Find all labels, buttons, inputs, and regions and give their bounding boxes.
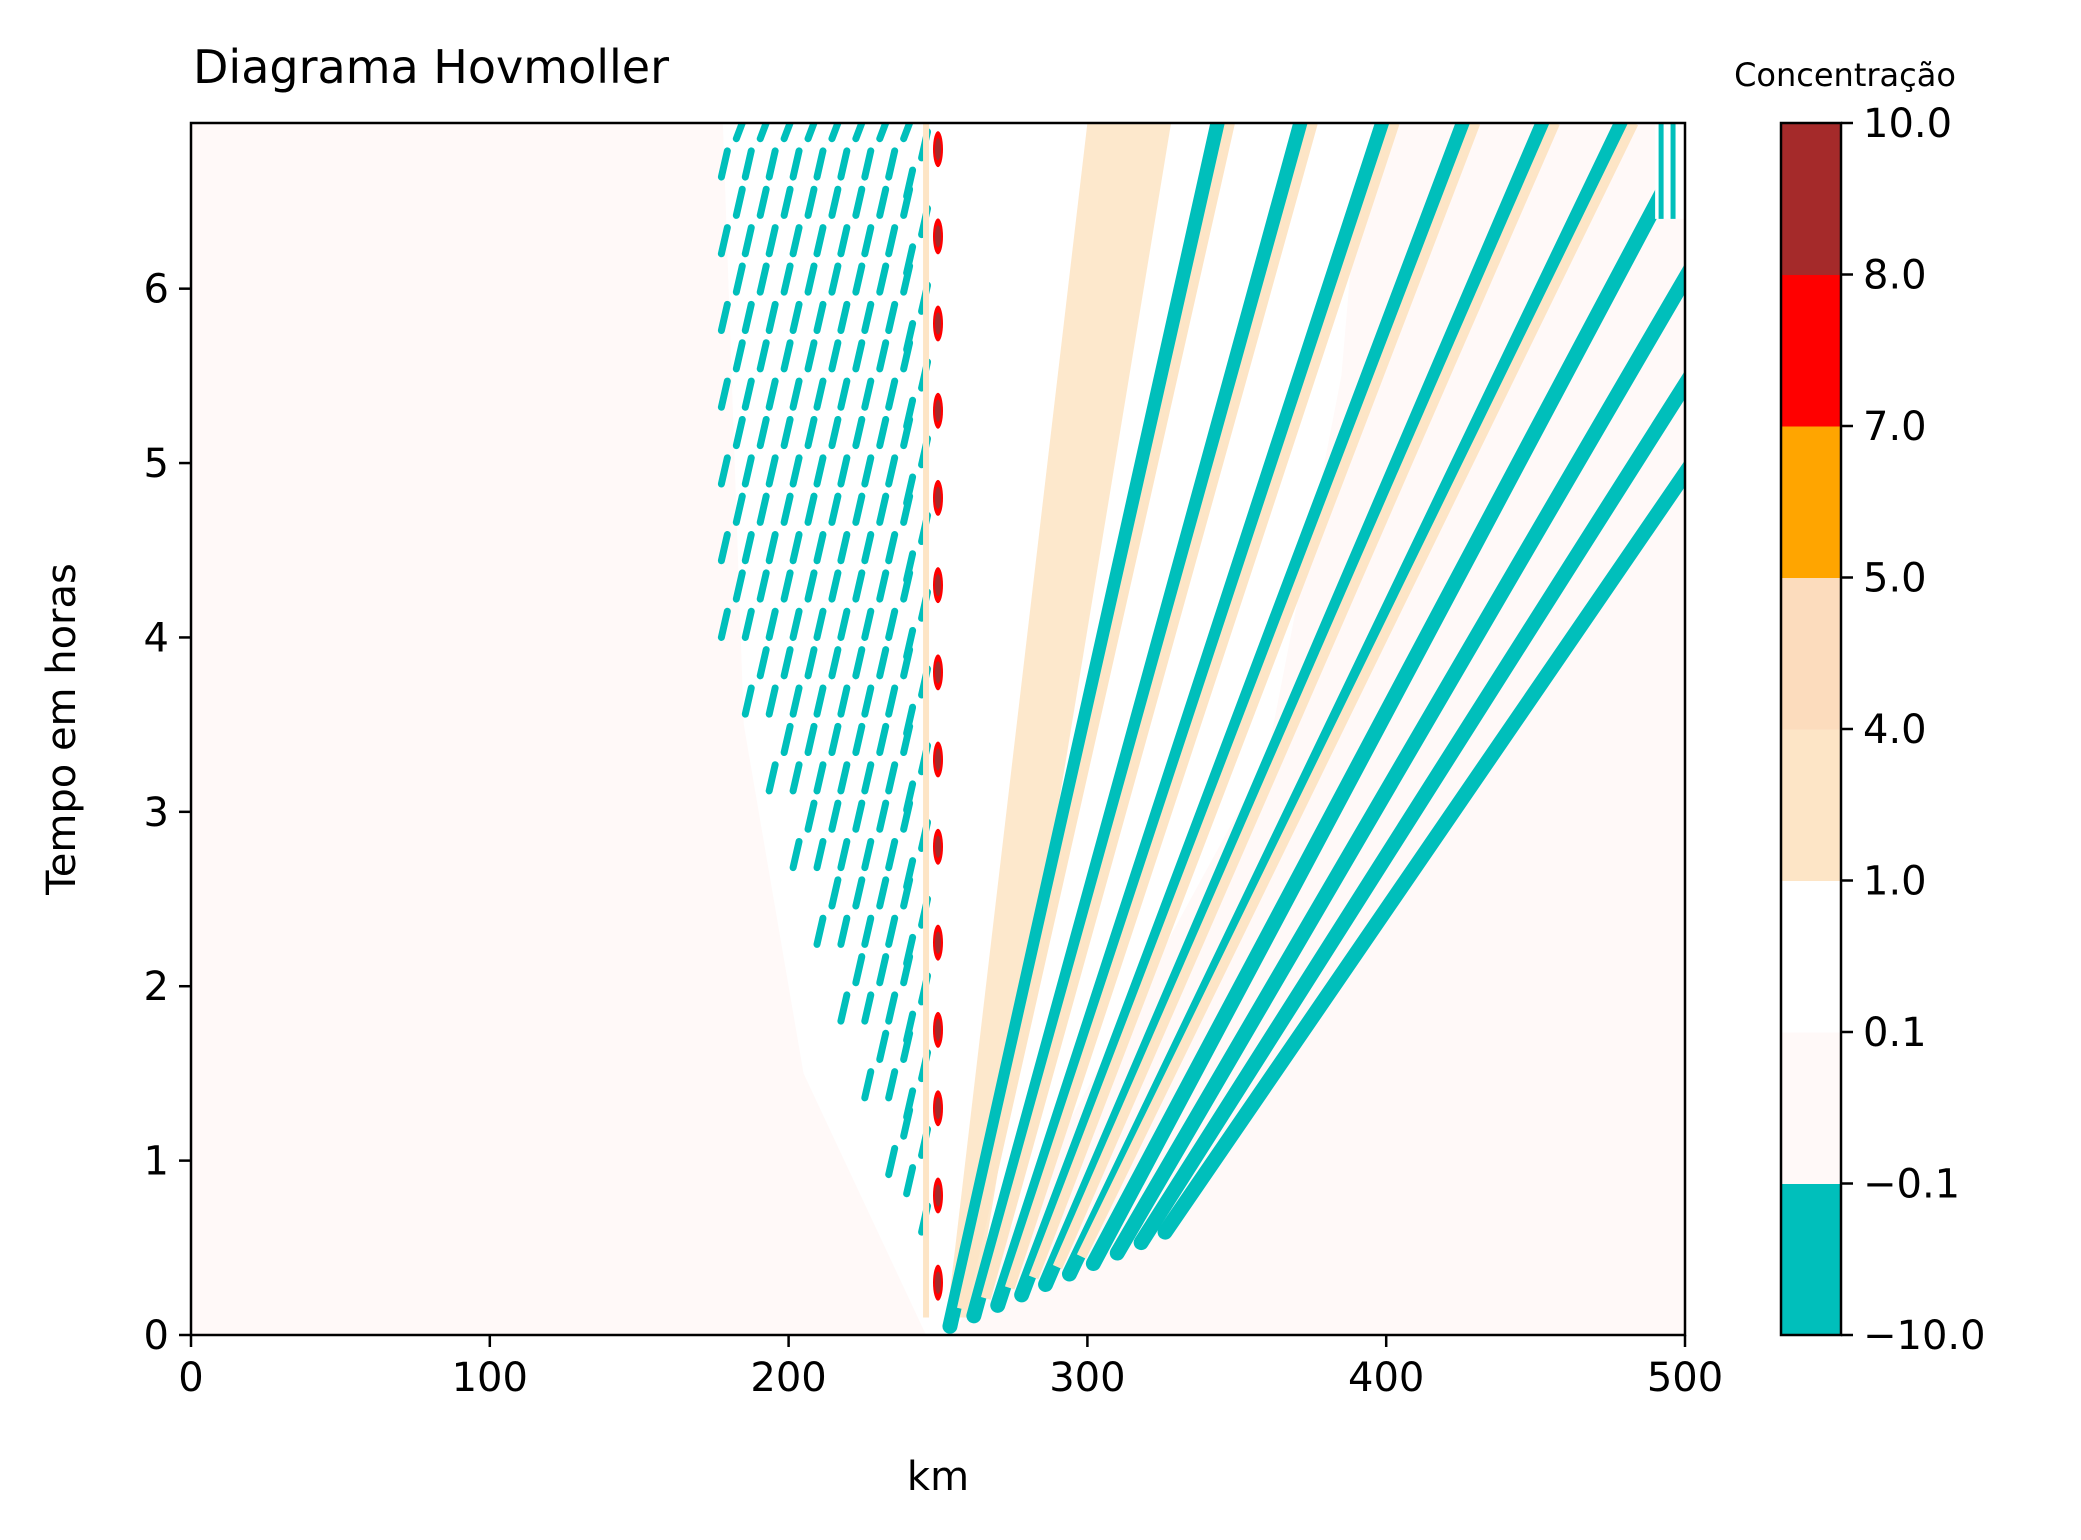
diagonal-stripe bbox=[1038, 123, 1551, 1292]
diagonal-stripe-light bbox=[1052, 123, 1560, 1269]
plot-content bbox=[717, 123, 1685, 1335]
x-tick-label: 300 bbox=[1049, 1355, 1125, 1401]
colorbar-ticks: −10.0 −0.1 0.1 1.0 4.0 5.0 7.0 8.0 10.0 bbox=[1841, 101, 1986, 1359]
y-tick-label: 4 bbox=[144, 615, 169, 661]
dash-column bbox=[717, 123, 746, 641]
chart-title: Diagrama Hovmoller bbox=[193, 40, 669, 94]
diagonal-stripe-light bbox=[1028, 123, 1481, 1280]
x-axis: 0 100 200 300 400 500 bbox=[178, 1335, 1723, 1401]
colorbar-band bbox=[1781, 274, 1841, 427]
colorbar-band bbox=[1781, 426, 1841, 578]
colorbar-band bbox=[1781, 1183, 1841, 1336]
colorbar-tick-label: 7.0 bbox=[1863, 404, 1927, 450]
diagonal-stripe bbox=[1109, 263, 1685, 1261]
y-tick-label: 0 bbox=[144, 1313, 169, 1359]
source-peak bbox=[935, 748, 941, 771]
diagonal-stripe bbox=[942, 123, 1226, 1334]
colorbar-tick-label: 10.0 bbox=[1863, 101, 1952, 147]
dash-column bbox=[765, 123, 794, 795]
diagonal-stripe-light bbox=[1004, 123, 1400, 1290]
x-axis-label: km bbox=[907, 1454, 969, 1500]
colorbar: Concentração −10.0 −0.1 0.1 1.0 4.0 5.0 7.0 8.0… bbox=[1734, 56, 1986, 1359]
source-peak bbox=[935, 574, 941, 597]
colorbar-tick-label: 0.1 bbox=[1863, 1010, 1927, 1056]
source-peak bbox=[935, 312, 941, 335]
colorbar-tick-label: 8.0 bbox=[1863, 253, 1927, 299]
dash-column bbox=[837, 123, 866, 1025]
source-peak bbox=[935, 138, 941, 161]
dash-column bbox=[741, 123, 770, 718]
y-axis-label: Tempo em horas bbox=[39, 563, 85, 896]
x-tick-label: 400 bbox=[1348, 1355, 1424, 1401]
y-tick-label: 5 bbox=[144, 441, 169, 487]
y-tick-label: 6 bbox=[144, 267, 169, 313]
colorbar-label: Concentração bbox=[1734, 56, 1956, 94]
positive-band bbox=[946, 123, 1172, 1318]
plot-frame bbox=[189, 121, 1687, 1337]
y-tick-label: 2 bbox=[144, 964, 169, 1010]
diagonal-stripe-light bbox=[957, 123, 1235, 1310]
source-peak bbox=[935, 225, 941, 248]
colorbar-band bbox=[1781, 1032, 1841, 1184]
dash-column bbox=[789, 123, 818, 872]
source-peak bbox=[935, 931, 941, 954]
colorbar-band bbox=[1781, 123, 1841, 275]
colorbar-band bbox=[1781, 880, 1841, 1033]
dash-column bbox=[813, 123, 842, 948]
diagonal-stripe-light bbox=[980, 123, 1318, 1300]
diagonal-stripe bbox=[1014, 123, 1471, 1303]
plot-area bbox=[189, 121, 1687, 1337]
source-peak bbox=[935, 399, 941, 422]
x-tick-label: 100 bbox=[452, 1355, 528, 1401]
x-tick-label: 0 bbox=[178, 1355, 203, 1401]
diagonal-stripe bbox=[1133, 370, 1685, 1251]
colorbar-band bbox=[1781, 729, 1841, 881]
source-peak bbox=[935, 661, 941, 684]
y-tick-label: 1 bbox=[144, 1139, 169, 1185]
source-peak bbox=[935, 1018, 941, 1041]
colorbar-bands bbox=[1781, 123, 1841, 1336]
diagonal-stripe-light bbox=[1076, 123, 1639, 1259]
diagonal-stripe bbox=[1085, 133, 1685, 1271]
source-peak bbox=[935, 835, 941, 858]
y-axis: 0 1 2 3 4 5 6 bbox=[144, 267, 191, 1359]
diagonal-stripe bbox=[990, 123, 1391, 1313]
source-peak bbox=[935, 1184, 941, 1207]
diagonal-stripe bbox=[1157, 460, 1685, 1240]
colorbar-tick-label: −0.1 bbox=[1863, 1162, 1960, 1208]
colorbar-tick-label: 1.0 bbox=[1863, 859, 1927, 905]
colorbar-tick-label: 5.0 bbox=[1863, 556, 1927, 602]
colorbar-band bbox=[1781, 577, 1841, 730]
x-tick-label: 200 bbox=[750, 1355, 826, 1401]
diagonal-stripe bbox=[966, 123, 1309, 1324]
y-tick-label: 3 bbox=[144, 790, 169, 836]
x-tick-label: 500 bbox=[1647, 1355, 1723, 1401]
source-peak bbox=[935, 1097, 941, 1120]
source-peak bbox=[935, 1271, 941, 1294]
colorbar-tick-label: −10.0 bbox=[1863, 1313, 1986, 1359]
source-peak bbox=[935, 486, 941, 509]
dash-column bbox=[861, 123, 890, 1102]
colorbar-tick-label: 4.0 bbox=[1863, 707, 1927, 753]
